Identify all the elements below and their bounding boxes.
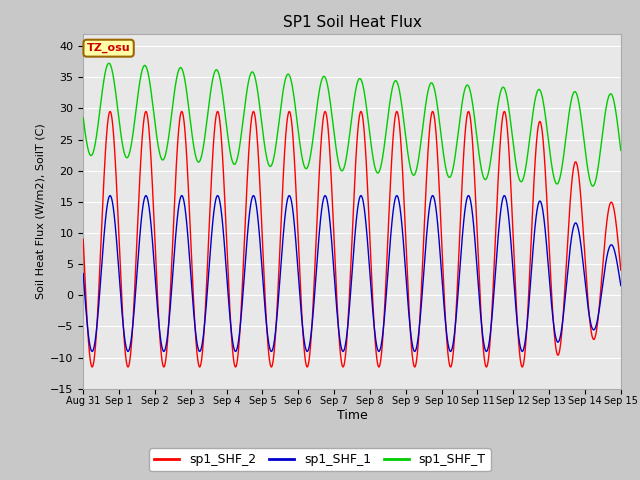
- Title: SP1 Soil Heat Flux: SP1 Soil Heat Flux: [283, 15, 421, 30]
- Y-axis label: Soil Heat Flux (W/m2), SoilT (C): Soil Heat Flux (W/m2), SoilT (C): [36, 123, 46, 299]
- Text: TZ_osu: TZ_osu: [87, 43, 131, 53]
- X-axis label: Time: Time: [337, 409, 367, 422]
- Legend: sp1_SHF_2, sp1_SHF_1, sp1_SHF_T: sp1_SHF_2, sp1_SHF_1, sp1_SHF_T: [149, 448, 491, 471]
